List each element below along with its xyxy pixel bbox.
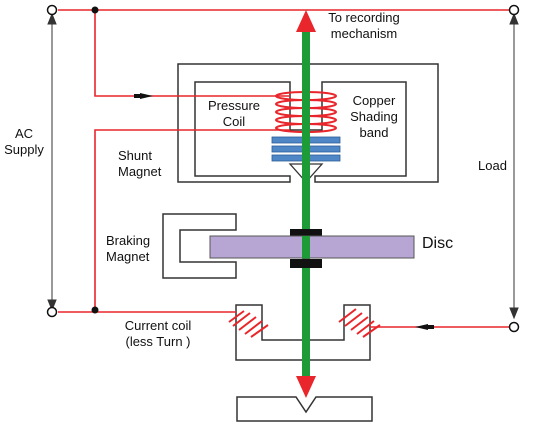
ac-supply-arrow bbox=[47, 12, 57, 312]
coil-text: Coil bbox=[222, 114, 246, 129]
to-recording-text: To recording bbox=[328, 10, 400, 25]
shunt-magnet-label: Shunt Magnet bbox=[118, 148, 161, 180]
current-coil-text: Current coil bbox=[124, 318, 192, 333]
disc bbox=[209, 235, 415, 259]
shaft-arrow-down bbox=[296, 376, 316, 398]
shunt-text: Shunt bbox=[118, 148, 152, 163]
supply-text: Supply bbox=[4, 142, 44, 157]
mechanism-text: mechanism bbox=[330, 26, 398, 41]
disc-label: Disc bbox=[422, 235, 454, 252]
braking-magnet-text: Magnet bbox=[106, 249, 150, 264]
bottom-bearing bbox=[236, 396, 373, 422]
disc-hub-bottom bbox=[290, 259, 322, 268]
copper-shading-band-label: Copper Shading band bbox=[342, 93, 406, 141]
to-recording-label: To recording mechanism bbox=[305, 10, 423, 42]
load-arrow bbox=[509, 12, 519, 320]
pressure-coil-label: Pressure Coil bbox=[202, 98, 266, 130]
band-text: band bbox=[359, 125, 389, 140]
braking-text: Braking bbox=[106, 233, 151, 248]
circuit-wires bbox=[58, 9, 510, 328]
braking-magnet bbox=[162, 213, 237, 279]
shaft-through-disc bbox=[302, 236, 310, 258]
ac-text: AC bbox=[14, 126, 34, 141]
shading-text: Shading bbox=[350, 109, 398, 124]
load-label: Load bbox=[478, 158, 507, 173]
current-coil-label: Current coil (less Turn ) bbox=[106, 318, 210, 350]
copper-text: Copper bbox=[352, 93, 396, 108]
junction-node-bottom bbox=[91, 306, 99, 314]
current-coil-magnet bbox=[235, 304, 371, 361]
magnet-text: Magnet bbox=[118, 164, 162, 179]
current-direction-arrow-1 bbox=[140, 93, 153, 99]
pressure-text: Pressure bbox=[207, 98, 261, 113]
less-turn-text: (less Turn ) bbox=[125, 334, 191, 349]
current-direction-arrow-2 bbox=[415, 324, 428, 330]
disc-hub-top bbox=[290, 229, 322, 238]
braking-magnet-label: Braking Magnet bbox=[106, 233, 150, 265]
current-coil-left bbox=[228, 310, 269, 338]
terminals bbox=[46, 4, 520, 333]
ac-supply-label: AC Supply bbox=[2, 126, 46, 158]
current-coil-right bbox=[338, 308, 381, 338]
shaft-arrow-up bbox=[296, 10, 316, 32]
spindle-shaft bbox=[302, 28, 310, 382]
junction-node-top bbox=[91, 6, 99, 14]
